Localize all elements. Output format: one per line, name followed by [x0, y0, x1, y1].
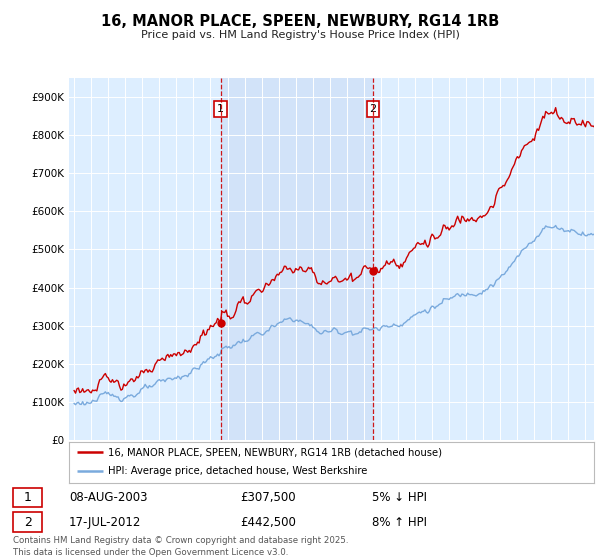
Text: Contains HM Land Registry data © Crown copyright and database right 2025.
This d: Contains HM Land Registry data © Crown c…	[13, 536, 349, 557]
Text: 16, MANOR PLACE, SPEEN, NEWBURY, RG14 1RB: 16, MANOR PLACE, SPEEN, NEWBURY, RG14 1R…	[101, 14, 499, 29]
Text: 1: 1	[23, 491, 32, 504]
Text: £307,500: £307,500	[240, 491, 296, 504]
Text: 8% ↑ HPI: 8% ↑ HPI	[372, 516, 427, 529]
Text: Price paid vs. HM Land Registry's House Price Index (HPI): Price paid vs. HM Land Registry's House …	[140, 30, 460, 40]
FancyBboxPatch shape	[13, 512, 42, 532]
Bar	[221, 78, 373, 440]
Text: 08-AUG-2003: 08-AUG-2003	[69, 491, 148, 504]
Text: £442,500: £442,500	[240, 516, 296, 529]
Text: 16, MANOR PLACE, SPEEN, NEWBURY, RG14 1RB (detached house): 16, MANOR PLACE, SPEEN, NEWBURY, RG14 1R…	[109, 447, 442, 458]
Text: 5% ↓ HPI: 5% ↓ HPI	[372, 491, 427, 504]
FancyBboxPatch shape	[13, 488, 42, 507]
Text: 1: 1	[217, 104, 224, 114]
Text: HPI: Average price, detached house, West Berkshire: HPI: Average price, detached house, West…	[109, 466, 368, 477]
Text: 17-JUL-2012: 17-JUL-2012	[69, 516, 142, 529]
Text: 2: 2	[370, 104, 377, 114]
Text: 2: 2	[23, 516, 32, 529]
